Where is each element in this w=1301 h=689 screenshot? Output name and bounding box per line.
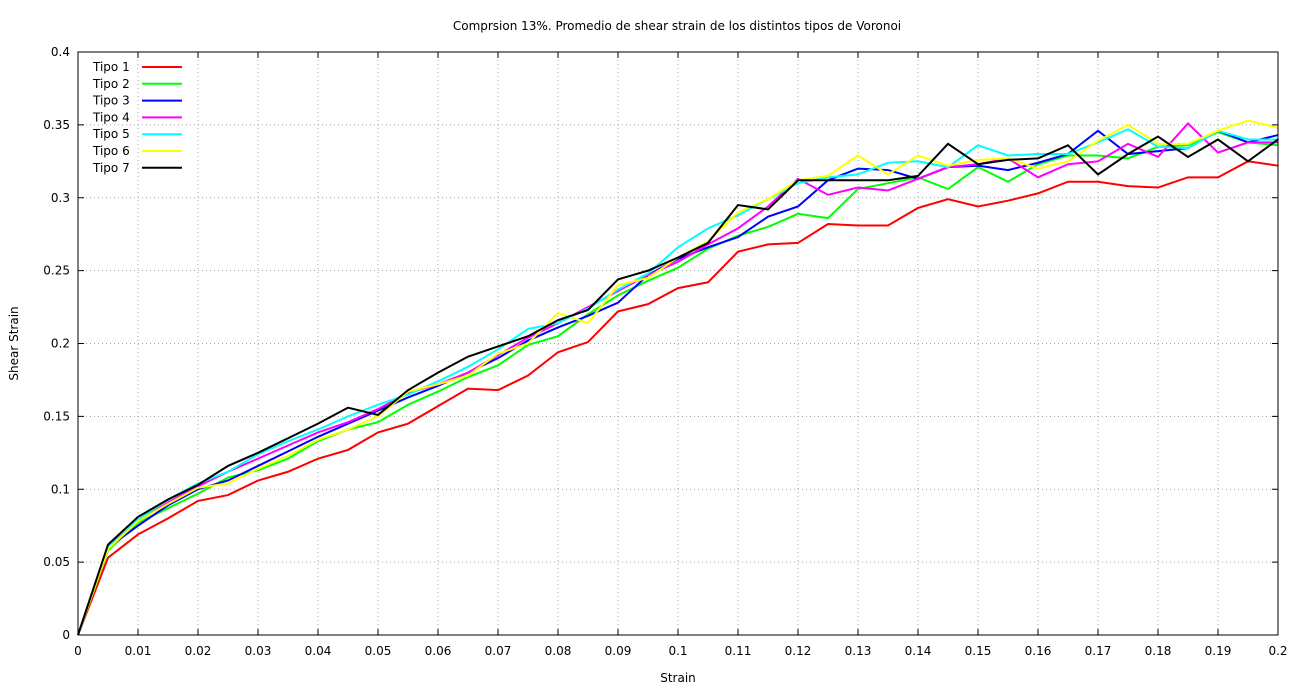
x-tick-label: 0.08 [545, 644, 572, 658]
y-tick-label: 0.3 [51, 191, 70, 205]
x-tick-label: 0.19 [1205, 644, 1232, 658]
x-tick-label: 0.07 [485, 644, 512, 658]
x-tick-labels: 0 0.01 0.02 0.03 0.04 0.05 0.06 0.07 0.08 0.09 0.1… [74, 644, 1287, 658]
y-tick-label: 0.05 [43, 555, 70, 569]
legend: Tipo 1 Tipo 2 Tipo 3 Tipo 4 Tipo 5 Tipo 6 Tipo… [92, 60, 182, 175]
legend-label: Tipo 7 [92, 161, 130, 175]
grid [78, 52, 1278, 635]
x-tick-label: 0.04 [305, 644, 332, 658]
y-tick-label: 0.2 [51, 337, 70, 351]
legend-label: Tipo 4 [92, 110, 130, 124]
x-axis-title: Strain [660, 671, 696, 685]
legend-label: Tipo 3 [92, 94, 130, 108]
x-tick-label: 0.12 [785, 644, 812, 658]
x-tick-label: 0.16 [1025, 644, 1052, 658]
axis-ticks [77, 51, 1279, 636]
x-tick-label: 0.06 [425, 644, 452, 658]
x-tick-label: 0.09 [605, 644, 632, 658]
y-tick-label: 0.35 [43, 118, 70, 132]
x-tick-label: 0.01 [125, 644, 152, 658]
legend-label: Tipo 6 [92, 144, 130, 158]
legend-label: Tipo 5 [92, 127, 130, 141]
x-tick-label: 0.03 [245, 644, 272, 658]
chart-title: Comprsion 13%. Promedio de shear strain … [453, 19, 901, 33]
y-tick-label: 0.4 [51, 45, 70, 59]
y-tick-label: 0.25 [43, 264, 70, 278]
y-tick-label: 0.1 [51, 482, 70, 496]
y-axis-title: Shear Strain [7, 306, 21, 380]
y-tick-labels: 0 0.05 0.1 0.15 0.2 0.25 0.3 0.35 0.4 [43, 45, 70, 642]
series-line-tipo-7 [77, 135, 1279, 636]
x-tick-label: 0.18 [1145, 644, 1172, 658]
x-tick-label: 0 [74, 644, 82, 658]
x-tick-label: 0.05 [365, 644, 392, 658]
legend-label: Tipo 1 [92, 60, 130, 74]
y-tick-label: 0 [62, 628, 70, 642]
x-tick-label: 0.17 [1085, 644, 1112, 658]
x-tick-label: 0.13 [845, 644, 872, 658]
x-tick-label: 0.1 [668, 644, 687, 658]
y-tick-label: 0.15 [43, 409, 70, 423]
series-line-tipo-1 [77, 160, 1279, 636]
series-line-tipo-3 [77, 129, 1279, 636]
x-tick-label: 0.02 [185, 644, 212, 658]
legend-label: Tipo 2 [92, 77, 130, 91]
series-line-tipo-2 [77, 131, 1279, 636]
x-tick-label: 0.11 [725, 644, 752, 658]
series-line-tipo-4 [77, 121, 1278, 636]
series-line-tipo-5 [77, 128, 1278, 636]
series-lines [77, 119, 1279, 636]
x-tick-label: 0.14 [905, 644, 932, 658]
x-tick-label: 0.15 [965, 644, 992, 658]
x-tick-label: 0.2 [1268, 644, 1287, 658]
